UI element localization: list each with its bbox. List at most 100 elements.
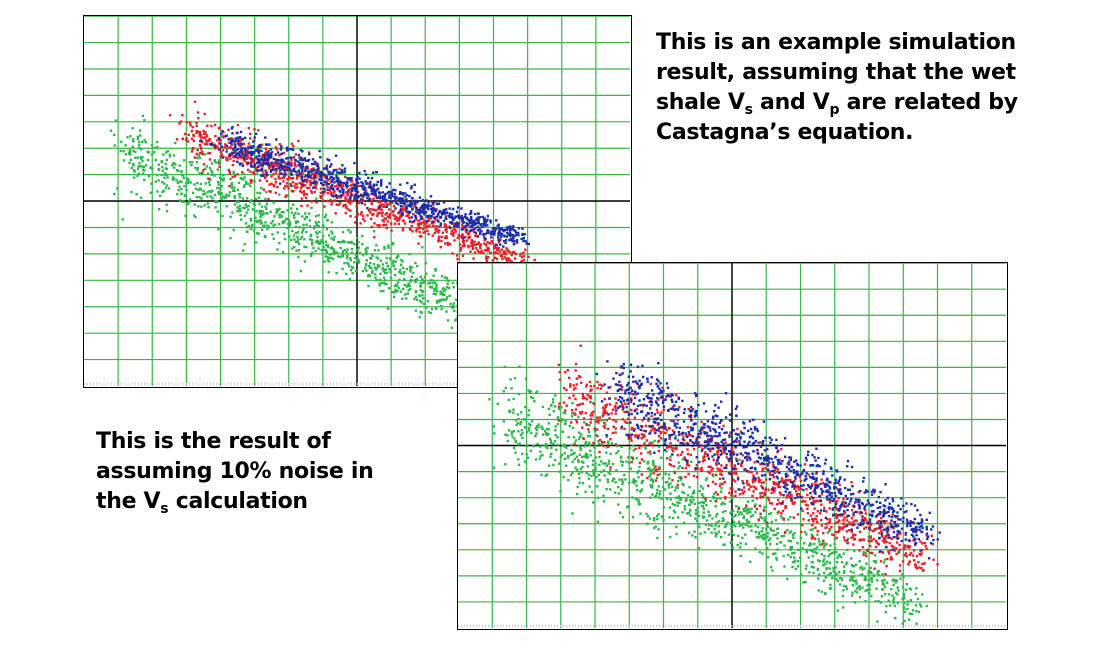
data-point <box>716 453 719 456</box>
data-point <box>831 533 834 536</box>
data-point <box>306 178 309 182</box>
data-point <box>225 205 228 208</box>
data-point <box>380 182 383 185</box>
data-point <box>399 269 402 272</box>
data-point <box>300 231 304 234</box>
data-point <box>783 532 787 535</box>
data-point <box>406 214 410 218</box>
data-point <box>335 271 338 275</box>
data-point <box>383 279 387 282</box>
data-point <box>390 229 393 232</box>
data-point <box>431 208 434 211</box>
data-point <box>492 232 495 236</box>
data-point <box>336 195 339 198</box>
data-point <box>305 223 308 226</box>
data-point <box>272 165 275 169</box>
data-point <box>575 377 578 380</box>
data-point <box>453 228 457 231</box>
data-point <box>303 245 306 248</box>
data-point <box>700 504 704 508</box>
data-point <box>802 500 805 503</box>
data-point <box>517 392 520 396</box>
data-point <box>370 192 373 196</box>
data-point <box>432 203 435 206</box>
data-point <box>232 170 235 174</box>
data-point <box>589 414 592 417</box>
data-point <box>594 445 597 448</box>
data-point <box>633 480 636 483</box>
data-point <box>283 172 287 175</box>
data-point <box>360 211 363 214</box>
data-point <box>759 496 762 499</box>
data-point <box>675 393 678 397</box>
data-point <box>504 228 508 231</box>
data-point <box>240 156 243 159</box>
data-point <box>807 556 810 559</box>
data-point <box>132 169 136 172</box>
data-point <box>204 153 207 156</box>
data-point <box>287 160 290 164</box>
data-point <box>375 256 378 259</box>
data-point <box>845 515 849 519</box>
data-point <box>541 427 544 430</box>
data-point <box>344 203 347 206</box>
data-point <box>511 240 514 243</box>
data-point <box>617 450 620 453</box>
data-point <box>465 230 468 234</box>
data-point <box>354 178 358 181</box>
data-point <box>285 182 289 185</box>
data-point <box>443 293 446 296</box>
data-point <box>137 143 141 147</box>
data-point <box>195 129 198 133</box>
data-point <box>242 142 246 146</box>
data-point <box>300 177 303 180</box>
data-point <box>752 474 755 477</box>
data-point <box>820 478 823 481</box>
data-point <box>575 419 578 422</box>
data-point <box>554 434 557 437</box>
data-point <box>373 222 376 225</box>
data-point <box>705 477 709 480</box>
data-point <box>164 186 168 190</box>
data-point <box>523 460 527 463</box>
data-point <box>671 405 675 408</box>
data-point <box>218 176 222 180</box>
data-point <box>294 220 298 223</box>
data-point <box>744 542 748 546</box>
data-point <box>122 159 126 162</box>
data-point <box>486 224 489 227</box>
data-point <box>364 186 367 190</box>
data-point <box>177 169 180 173</box>
data-point <box>843 516 846 520</box>
data-point <box>255 167 258 171</box>
data-point <box>465 228 468 232</box>
data-point <box>462 243 466 246</box>
data-point <box>205 134 208 137</box>
data-point <box>450 232 453 236</box>
data-point <box>161 181 164 184</box>
data-point <box>347 208 350 211</box>
data-point <box>797 548 800 552</box>
data-point <box>620 402 624 405</box>
data-point <box>574 439 578 442</box>
data-point <box>750 515 753 518</box>
data-point <box>354 193 358 196</box>
data-point <box>332 250 335 253</box>
data-point <box>656 488 659 492</box>
data-point <box>162 153 165 156</box>
data-point <box>677 495 681 498</box>
data-point <box>419 214 422 218</box>
data-point <box>264 157 267 160</box>
data-point <box>197 154 200 157</box>
data-point <box>114 119 118 122</box>
data-point <box>461 223 464 227</box>
data-point <box>662 408 665 411</box>
data-point <box>468 212 472 216</box>
data-point <box>572 394 575 397</box>
data-point <box>420 278 424 282</box>
data-point <box>233 194 236 198</box>
data-point <box>610 442 614 445</box>
data-point <box>480 251 483 254</box>
data-point <box>341 251 344 254</box>
data-point <box>652 461 655 465</box>
